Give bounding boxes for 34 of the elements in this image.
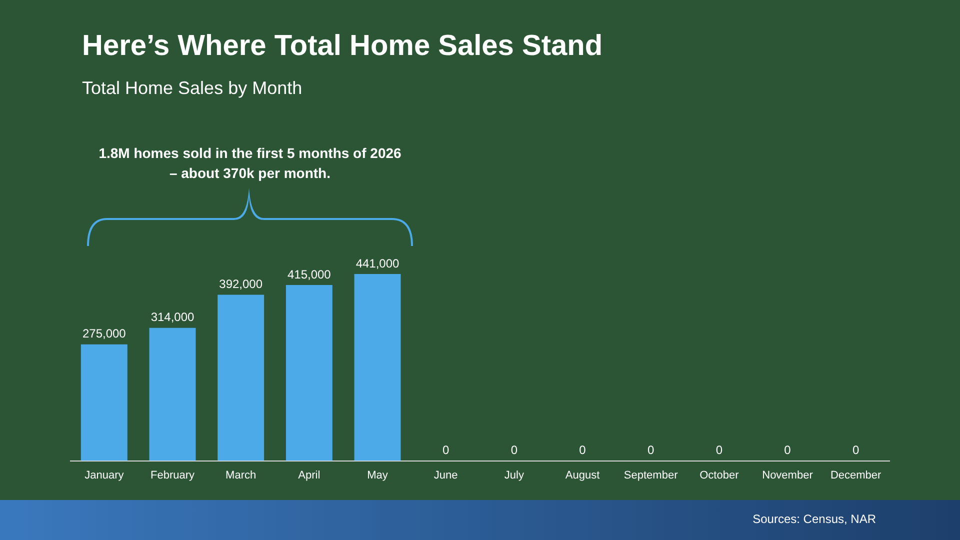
x-tick-label: April (298, 469, 320, 482)
x-tick-label: December (830, 469, 882, 482)
data-label: 0 (852, 443, 860, 458)
data-label: 0 (716, 443, 723, 458)
x-tick-label: January (84, 469, 124, 482)
x-tick-label: March (226, 469, 256, 482)
source-note: Sources: Census, NAR (752, 512, 876, 526)
text: 1.8M homes sold in the first 5 months of 2026 – about 370k per month. (98, 144, 402, 183)
data-label: 0 (784, 443, 792, 458)
x-tick-label: August (565, 469, 600, 482)
bar (354, 274, 401, 461)
data-label: 415,000 (287, 267, 332, 282)
data-label: 275,000 (82, 326, 126, 341)
data-label: 0 (647, 443, 654, 458)
x-tick-label: November (762, 469, 814, 482)
bar (218, 294, 264, 461)
bar (80, 344, 128, 461)
bar (286, 285, 332, 461)
x-tick-label: February (150, 469, 195, 482)
x-tick-label: October (700, 469, 740, 482)
x-tick-label: September (624, 469, 678, 482)
x-tick-label: May (367, 469, 388, 482)
x-tick-label: July (504, 469, 524, 482)
data-label: 0 (579, 443, 586, 458)
chart-subtitle: Total Home Sales by Month (82, 78, 302, 99)
data-label: 392,000 (219, 277, 263, 292)
data-label: 314,000 (150, 310, 195, 324)
data-label: 441,000 (356, 256, 400, 270)
data-label: 0 (442, 443, 450, 458)
footer-band: Sources: Census, NAR (0, 500, 960, 540)
data-label: 0 (510, 443, 518, 458)
chart-title: Here’s Where Total Home Sales Stand (82, 30, 603, 63)
x-tick-label: June (434, 469, 458, 482)
bar (149, 328, 196, 461)
